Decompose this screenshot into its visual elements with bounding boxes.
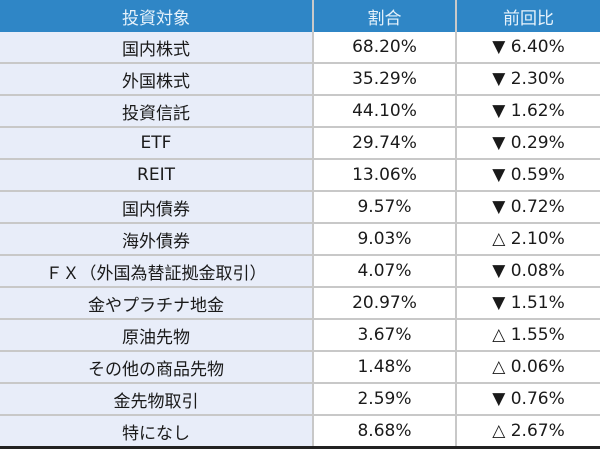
ratio-cell: 35.29% [313,63,457,96]
ratio-cell: 3.67% [313,319,457,352]
ratio-cell: 20.97% [313,287,457,320]
ratio-cell: 68.20% [313,32,457,64]
ratio-cell: 9.03% [313,223,457,256]
table-row: REIT 13.06% ▼ 0.59% [0,159,600,192]
change-cell: ▼ 2.30% [456,63,600,96]
name-cell: 原油先物 [0,319,314,352]
header-change: 前回比 [456,0,600,32]
name-cell: 国内株式 [0,32,314,64]
name-cell: その他の商品先物 [0,351,314,384]
ratio-cell: 8.68% [313,415,457,449]
change-cell: △ 1.55% [456,319,600,352]
name-cell: REIT [0,159,314,192]
table-row: 外国株式 35.29% ▼ 2.30% [0,63,600,96]
change-cell: ▼ 0.29% [456,127,600,160]
change-cell: ▼ 1.51% [456,287,600,320]
table-row: 金先物取引 2.59% ▼ 0.76% [0,383,600,416]
name-cell: 海外債券 [0,223,314,256]
table-row: 金やプラチナ地金 20.97% ▼ 1.51% [0,287,600,320]
table-row: 投資信託 44.10% ▼ 1.62% [0,95,600,128]
change-cell: ▼ 1.62% [456,95,600,128]
name-cell: 投資信託 [0,95,314,128]
name-cell: 外国株式 [0,63,314,96]
table-row: ＦＸ（外国為替証拠金取引） 4.07% ▼ 0.08% [0,255,600,288]
name-cell: 金やプラチナ地金 [0,287,314,320]
header-ratio: 割合 [313,0,457,32]
name-cell: 特になし [0,415,314,449]
change-cell: ▼ 6.40% [456,32,600,64]
change-cell: △ 0.06% [456,351,600,384]
ratio-cell: 2.59% [313,383,457,416]
ratio-cell: 4.07% [313,255,457,288]
header-investment: 投資対象 [0,0,314,32]
name-cell: 金先物取引 [0,383,314,416]
table-row: 原油先物 3.67% △ 1.55% [0,319,600,352]
change-cell: △ 2.10% [456,223,600,256]
table-row: 国内債券 9.57% ▼ 0.72% [0,191,600,224]
table-row: 特になし 8.68% △ 2.67% [0,415,600,449]
ratio-cell: 9.57% [313,191,457,224]
table-row: 国内株式 68.20% ▼ 6.40% [0,32,600,64]
header-row: 投資対象 割合 前回比 [0,0,600,32]
table-row: 海外債券 9.03% △ 2.10% [0,223,600,256]
change-cell: ▼ 0.08% [456,255,600,288]
name-cell: ＦＸ（外国為替証拠金取引） [0,255,314,288]
ratio-cell: 1.48% [313,351,457,384]
ratio-cell: 13.06% [313,159,457,192]
table-row: ETF 29.74% ▼ 0.29% [0,127,600,160]
change-cell: ▼ 0.72% [456,191,600,224]
name-cell: 国内債券 [0,191,314,224]
ratio-cell: 44.10% [313,95,457,128]
ratio-cell: 29.74% [313,127,457,160]
table-row: その他の商品先物 1.48% △ 0.06% [0,351,600,384]
name-cell: ETF [0,127,314,160]
change-cell: △ 2.67% [456,415,600,449]
change-cell: ▼ 0.59% [456,159,600,192]
change-cell: ▼ 0.76% [456,383,600,416]
